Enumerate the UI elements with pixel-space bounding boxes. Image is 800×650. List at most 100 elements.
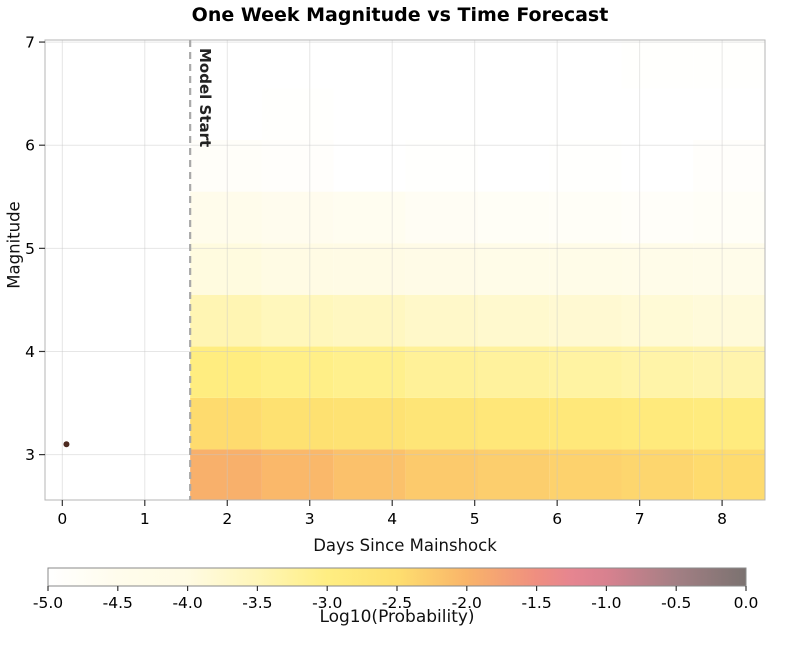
heatmap-cell [549,294,622,347]
heatmap-cell [621,88,694,141]
colorbar-tick-label: -5.0 [33,594,63,612]
colorbar-tick-labels: -5.0 -4.5 -4.0 -3.5 -3.0 -2.5 -2.0 -1.5 -1.0 -0.5… [33,594,758,612]
colorbar-tick-label: -0.5 [661,594,691,612]
x-tick-label: 2 [222,510,232,528]
colorbar-tick-label: -3.0 [312,594,342,612]
heatmap-cell [549,40,622,89]
x-tick-label: 5 [470,510,480,528]
heatmap [190,40,765,500]
heatmap-cell [261,243,334,295]
heatmap-cell [261,140,334,192]
heatmap-cell [261,397,334,450]
heatmap-cell [621,397,694,450]
heatmap-cell [693,397,765,450]
heatmap-cell [405,88,478,141]
heatmap-cell [549,243,622,295]
heatmap-cell [190,40,262,89]
heatmap-cell [549,140,622,192]
heatmap-cell [693,88,765,141]
x-tick-label: 6 [552,510,562,528]
heatmap-cell [333,449,406,500]
heatmap-cell [261,346,334,398]
colorbar: -5.0 -4.5 -4.0 -3.5 -3.0 -2.5 -2.0 -1.5 -1.0 -0.5… [33,567,758,612]
heatmap-cell [405,346,478,398]
heatmap-cell [549,191,622,244]
gridlines [45,40,765,500]
heatmap-cell [405,40,478,89]
heatmap-cell [405,294,478,347]
heatmap-cell [477,346,550,398]
heatmap-cell [333,88,406,141]
colorbar-gradient [47,567,747,587]
y-tick-label: 7 [25,34,35,52]
heatmap-cell [621,140,694,192]
y-axis-label: Magnitude [4,201,24,289]
heatmap-cell [333,243,406,295]
heatmap-cell [621,191,694,244]
heatmap-cell [549,88,622,141]
plot-border [44,39,766,501]
colorbar-tick-label: -2.5 [382,594,412,612]
heatmap-cell [621,294,694,347]
heatmap-cell [190,140,262,192]
heatmap-cell [477,243,550,295]
heatmap-cell [693,449,765,500]
x-tick-label: 4 [387,510,397,528]
chart-title: One Week Magnitude vs Time Forecast [191,4,609,26]
x-tick-label: 8 [717,510,727,528]
colorbar-tick-label: -4.5 [103,594,133,612]
heatmap-cell [477,294,550,347]
y-tick-label: 5 [25,240,35,258]
heatmap-cell [549,346,622,398]
heatmap-cell [693,40,765,89]
heatmap-cell [333,294,406,347]
heatmap-cell [405,449,478,500]
heatmap-cell [549,449,622,500]
x-tick-label: 3 [305,510,315,528]
x-axis-label: Days Since Mainshock [313,536,497,555]
axis-ticks [39,41,723,506]
x-tick-label: 7 [635,510,645,528]
heatmap-cell [477,40,550,89]
heatmap-cell [333,140,406,192]
heatmap-cell [261,449,334,500]
heatmap-cell [333,40,406,89]
y-tick-label: 6 [25,137,35,155]
heatmap-cell [333,346,406,398]
y-tick-label: 4 [25,343,35,361]
heatmap-cell [693,294,765,347]
x-tick-label: 1 [140,510,150,528]
heatmap-cell [333,191,406,244]
heatmap-cell [477,88,550,141]
heatmap-cell [261,191,334,244]
heatmap-cell [261,40,334,89]
colorbar-label: Log10(Probability) [319,607,475,627]
mainshock-point [63,441,70,448]
colorbar-tick-label: -1.5 [521,594,551,612]
heatmap-cell [621,243,694,295]
heatmap-cell [621,449,694,500]
heatmap-cell [405,191,478,244]
heatmap-cell [549,397,622,450]
heatmap-cell [190,346,262,398]
heatmap-cell [477,449,550,500]
colorbar-tick-label: -4.0 [172,594,202,612]
heatmap-cell [405,397,478,450]
colorbar-tick-label: -2.0 [452,594,482,612]
model-start-label: Model Start [196,48,214,148]
x-tick-label: 0 [57,510,67,528]
heatmap-cell [190,294,262,347]
heatmap-cell [261,88,334,141]
heatmap-cell [190,191,262,244]
colorbar-tick-label: -1.0 [591,594,621,612]
heatmap-cell [261,294,334,347]
y-tick-label: 3 [25,446,35,464]
axis-tick-labels: 0 1 2 3 4 5 6 7 8 3 4 5 6 7 [25,34,727,528]
heatmap-cell [621,40,694,89]
heatmap-cell [693,191,765,244]
heatmap-cell [190,397,262,450]
heatmap-cell [693,140,765,192]
heatmap-cell [477,191,550,244]
